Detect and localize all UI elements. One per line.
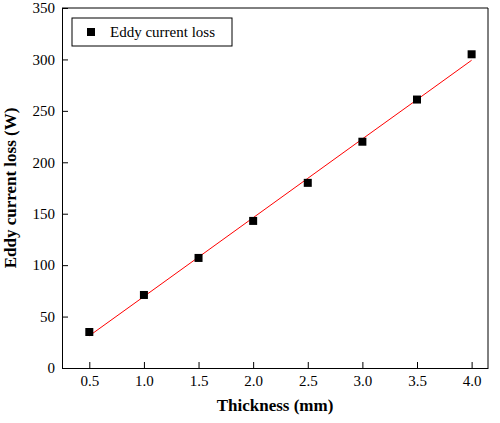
chart: 0.5 1.0 1.5 2.0 2.5 3.0 3.5 4.0 0 50 100 150 200 250 3… xyxy=(0,0,500,423)
x-axis-line xyxy=(63,368,489,369)
x-axis-title: Thickness (mm) xyxy=(217,396,334,415)
x-tick-label: 0.5 xyxy=(80,373,99,389)
y-tick-label: 300 xyxy=(33,52,56,68)
fit-line xyxy=(89,60,471,336)
y-tick-mark xyxy=(62,162,68,163)
y-axis: 0 50 100 150 200 250 300 350 xyxy=(33,0,69,376)
x-tick: 4.0 xyxy=(463,362,482,389)
x-tick-mark xyxy=(308,362,309,368)
x-tick-mark xyxy=(362,362,363,368)
y-axis-line xyxy=(62,9,63,369)
x-tick: 0.5 xyxy=(80,362,99,389)
point xyxy=(249,217,257,225)
y-tick-label: 350 xyxy=(33,0,56,16)
plot: 0.5 1.0 1.5 2.0 2.5 3.0 3.5 4.0 0 50 100 150 200 250 3… xyxy=(33,0,489,388)
x-tick-mark xyxy=(89,362,90,368)
y-tick-label: 200 xyxy=(33,155,56,171)
y-tick-mark xyxy=(62,317,68,318)
x-tick: 3.5 xyxy=(408,362,427,389)
y-tick-mark xyxy=(62,214,68,215)
y-tick-label: 100 xyxy=(33,257,56,273)
x-tick: 2.0 xyxy=(244,362,263,389)
x-tick: 1.5 xyxy=(190,362,209,389)
legend-symbol xyxy=(87,28,95,36)
x-tick-label: 1.5 xyxy=(190,373,209,389)
y-tick-label: 250 xyxy=(33,103,56,119)
y-tick-mark xyxy=(62,59,68,60)
y-tick: 100 xyxy=(33,257,69,273)
x-tick-mark xyxy=(199,362,200,368)
y-tick: 200 xyxy=(33,155,69,171)
y-tick-mark xyxy=(62,265,68,266)
x-tick-mark xyxy=(144,362,145,368)
point xyxy=(85,328,93,336)
x-tick-label: 3.5 xyxy=(408,373,427,389)
y-tick: 150 xyxy=(33,206,69,222)
point xyxy=(195,254,203,262)
point xyxy=(358,138,366,146)
x-axis: 0.5 1.0 1.5 2.0 2.5 3.0 3.5 4.0 xyxy=(63,362,489,389)
frame xyxy=(62,8,488,9)
y-tick: 350 xyxy=(33,0,69,16)
y-axis-title: Eddy current loss (W) xyxy=(1,108,20,269)
x-tick: 2.5 xyxy=(299,362,318,389)
y-tick: 250 xyxy=(33,103,69,119)
point xyxy=(468,50,476,58)
frame xyxy=(488,8,489,368)
marks xyxy=(85,50,475,336)
y-tick: 0 xyxy=(48,360,69,376)
x-tick-mark xyxy=(417,362,418,368)
x-tick-label: 3.0 xyxy=(354,373,373,389)
y-tick: 50 xyxy=(40,309,68,325)
x-tick: 3.0 xyxy=(354,362,373,389)
y-tick-mark xyxy=(62,111,68,112)
point xyxy=(413,96,421,104)
point xyxy=(304,179,312,187)
y-tick: 300 xyxy=(33,52,69,68)
point xyxy=(140,291,148,299)
x-tick-mark xyxy=(253,362,254,368)
x-tick: 1.0 xyxy=(135,362,154,389)
x-tick-label: 2.5 xyxy=(299,373,318,389)
x-tick-label: 1.0 xyxy=(135,373,154,389)
y-tick-mark xyxy=(62,8,68,9)
y-tick-label: 50 xyxy=(40,309,55,325)
x-tick-mark xyxy=(472,362,473,368)
y-tick-label: 0 xyxy=(48,360,56,376)
y-tick-mark xyxy=(62,368,68,369)
legend: Eddy current loss xyxy=(72,18,232,46)
legend-box xyxy=(72,18,232,46)
legend-label: Eddy current loss xyxy=(110,24,215,40)
x-tick-label: 2.0 xyxy=(244,373,263,389)
y-tick-label: 150 xyxy=(33,206,56,222)
x-tick-label: 4.0 xyxy=(463,373,482,389)
